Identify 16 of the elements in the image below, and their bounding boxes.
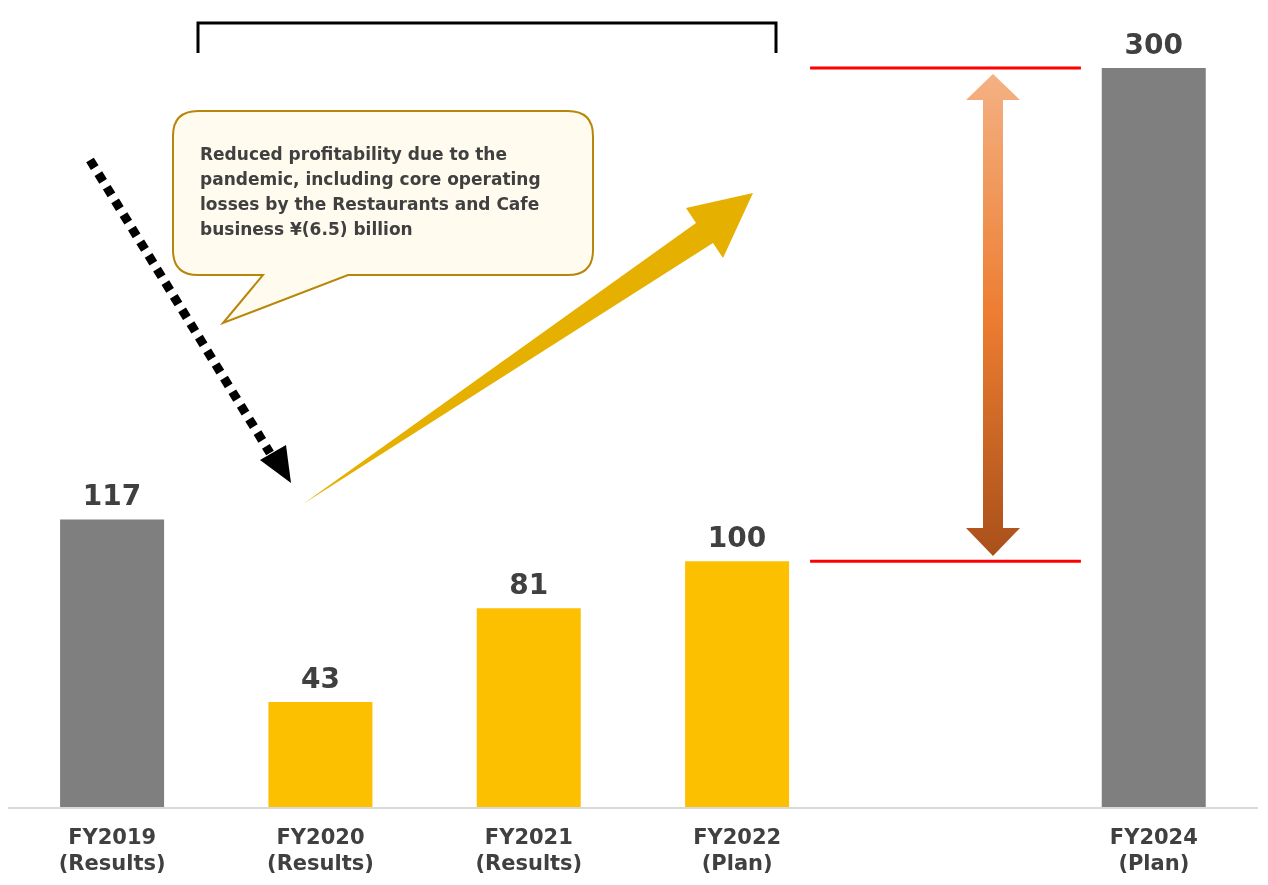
data-label: 117 (82, 479, 142, 513)
x-tick-label: FY2024 (Plan) (1109, 825, 1198, 875)
x-tick-label: FY2019 (Results) (58, 825, 166, 875)
data-label: 43 (300, 661, 340, 695)
bar (1101, 68, 1206, 808)
x-tick-label: FY2022 (Plan) (693, 825, 782, 875)
bar (268, 701, 373, 808)
data-label: 300 (1124, 28, 1183, 61)
data-label: 100 (707, 521, 767, 555)
bar (476, 608, 581, 808)
bar (60, 519, 165, 808)
x-tick-label: FY2020 (Results) (267, 825, 374, 875)
x-tick-label: FY2021 (Results) (475, 825, 583, 875)
data-label: 81 (509, 568, 549, 602)
annotation: Reduced profitability due to the pandemic, including core operating losses by the Restaurants and Cafe business ¥(6.5) billion (200, 143, 542, 241)
bar (685, 561, 790, 808)
